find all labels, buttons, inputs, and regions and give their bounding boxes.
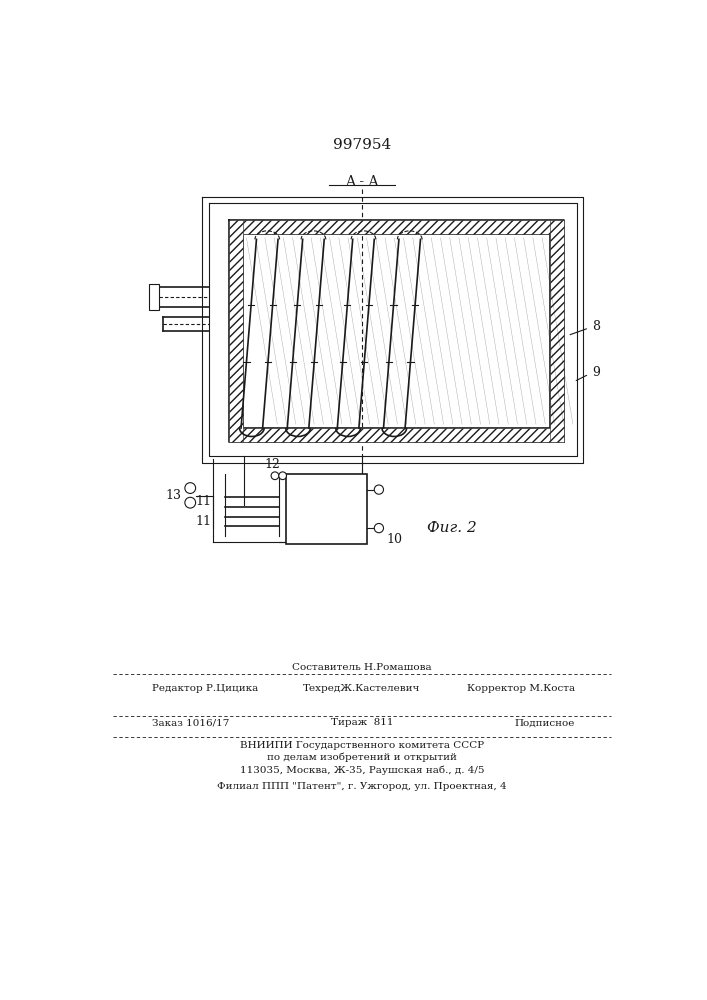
Text: 997954: 997954 — [333, 138, 391, 152]
Text: 9: 9 — [592, 366, 600, 379]
Text: 113035, Москва, Ж-35, Раушская наб., д. 4/5: 113035, Москва, Ж-35, Раушская наб., д. … — [240, 765, 484, 775]
Text: 8: 8 — [592, 320, 600, 333]
Text: Фиг. 2: Фиг. 2 — [427, 521, 477, 535]
Circle shape — [279, 472, 286, 480]
Circle shape — [271, 472, 279, 480]
Text: Редактор Р.Цицика: Редактор Р.Цицика — [152, 684, 258, 693]
Bar — [229, 428, 563, 442]
Bar — [550, 220, 563, 442]
Bar — [229, 220, 243, 442]
Text: A - A: A - A — [345, 175, 379, 189]
Text: 11: 11 — [195, 495, 211, 508]
Bar — [286, 474, 368, 544]
Circle shape — [374, 523, 383, 533]
Text: Заказ 1016/17: Заказ 1016/17 — [152, 718, 229, 727]
Bar — [229, 220, 563, 234]
Text: Составитель Н.Ромашова: Составитель Н.Ромашова — [292, 663, 432, 672]
Circle shape — [374, 485, 383, 494]
Text: 13: 13 — [165, 489, 181, 502]
Text: 11: 11 — [195, 515, 211, 528]
Text: Тираж  811: Тираж 811 — [331, 718, 393, 727]
Text: Корректор М.Коста: Корректор М.Коста — [467, 684, 575, 693]
Bar — [148, 284, 160, 310]
Text: ТехредЖ.Кастелевич: ТехредЖ.Кастелевич — [303, 684, 421, 693]
Text: ВНИИПИ Государственного комитета СССР: ВНИИПИ Государственного комитета СССР — [240, 741, 484, 750]
Text: 12: 12 — [264, 458, 281, 471]
Circle shape — [185, 497, 196, 508]
Text: Подписное: Подписное — [515, 718, 575, 727]
Text: по делам изобретений и открытий: по делам изобретений и открытий — [267, 753, 457, 762]
Text: 10: 10 — [387, 533, 402, 546]
Circle shape — [185, 483, 196, 493]
Text: Филиал ППП "Патент", г. Ужгород, ул. Проектная, 4: Филиал ППП "Патент", г. Ужгород, ул. Про… — [217, 782, 507, 791]
